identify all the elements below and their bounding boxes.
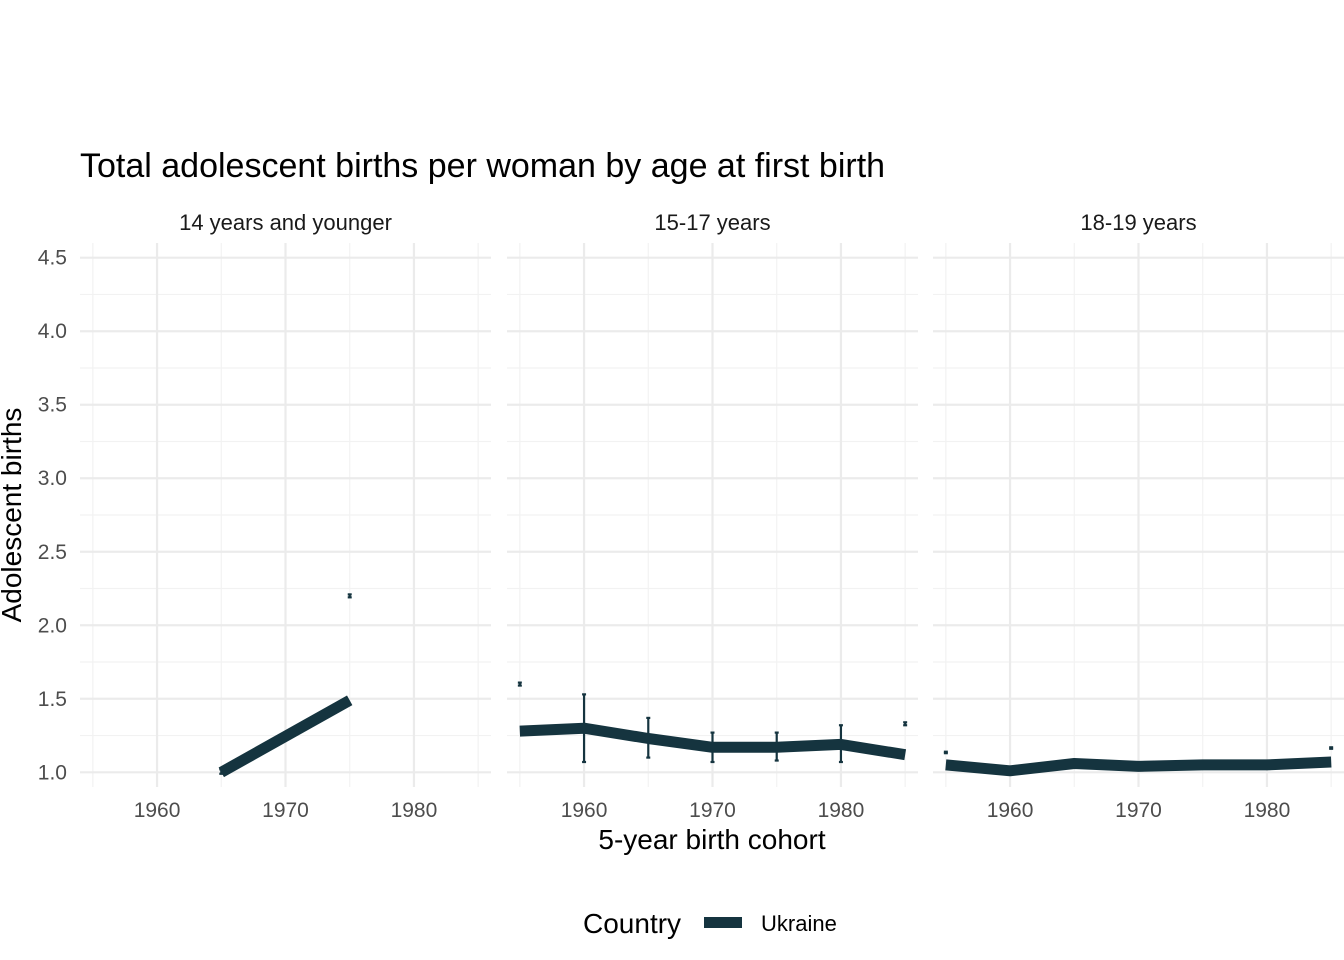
legend-key-ukraine [704,917,742,928]
x-tick-label: 1980 [818,799,865,822]
y-tick-label: 3.5 [38,394,67,417]
series-line-ukraine [945,756,1332,777]
y-tick-label: 2.5 [38,541,67,564]
y-tick-label: 4.0 [38,320,67,343]
x-tick-label: 1980 [1244,799,1291,822]
y-tick-label: 4.5 [38,247,67,270]
error-bar [517,681,522,687]
panel-3: 18-19 years 1960 1970 1980 [933,210,1344,822]
x-tick-label: 1960 [134,799,181,822]
legend-title: Country [583,908,681,939]
legend: Country Ukraine [583,908,837,939]
x-tick-label: 1960 [987,799,1034,822]
x-axis-title: 5-year birth cohort [598,824,825,855]
panel-1: 14 years and younger 1960 1970 1980 [80,210,491,822]
panel-2: 15-17 years 1960 1970 1980 [507,210,918,822]
facet-label: 18-19 years [1080,210,1196,235]
y-axis-title: Adolescent births [0,408,27,623]
y-tick-label: 1.5 [38,688,67,711]
error-bar [1329,746,1334,750]
facet-label: 15-17 years [654,210,770,235]
x-tick-label: 1970 [1115,799,1162,822]
y-tick-label: 1.0 [38,761,67,784]
series-line-ukraine [519,722,907,761]
y-axis-ticks: 1.0 1.5 2.0 2.5 3.0 3.5 4.0 4.5 [38,247,67,785]
error-bar [347,593,352,599]
legend-label-ukraine: Ukraine [761,911,837,936]
series-line-ukraine [218,695,353,778]
y-tick-label: 2.0 [38,614,67,637]
x-tick-label: 1970 [262,799,309,822]
chart-title: Total adolescent births per woman by age… [80,147,885,185]
error-bar [903,721,908,727]
x-tick-label: 1970 [689,799,736,822]
y-tick-label: 3.0 [38,467,67,490]
x-tick-label: 1980 [391,799,438,822]
x-tick-label: 1960 [561,799,608,822]
error-bar [943,750,948,755]
facet-label: 14 years and younger [179,210,392,235]
